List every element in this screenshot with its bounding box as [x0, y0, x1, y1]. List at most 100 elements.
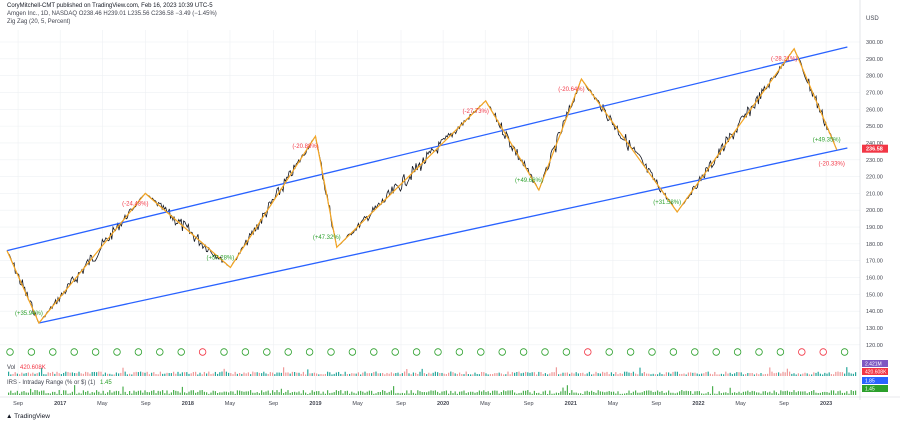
volume-bar: [771, 371, 773, 376]
axis-value-badge: [862, 385, 888, 392]
volume-bar: [38, 372, 40, 376]
volume-bar: [738, 372, 740, 376]
time-tick-label: Sep: [141, 401, 151, 407]
irs-bar: [608, 391, 610, 395]
volume-bar: [254, 372, 256, 376]
volume-bar: [729, 372, 731, 376]
irs-bar: [115, 390, 117, 395]
irs-bar: [280, 388, 282, 395]
volume-bar: [555, 367, 557, 376]
irs-bar: [254, 392, 256, 395]
volume-bar: [694, 372, 696, 376]
volume-bar: [89, 373, 91, 376]
irs-bar: [349, 393, 351, 395]
irs-bar: [58, 390, 60, 395]
volume-bar: [386, 372, 388, 376]
irs-bar: [782, 391, 784, 395]
volume-bar: [188, 373, 190, 376]
zigzag-pct-label: (-28.21%): [771, 57, 797, 63]
irs-bar: [822, 392, 824, 395]
irs-bar: [478, 390, 480, 395]
volume-bar: [492, 374, 494, 376]
irs-bar: [129, 391, 131, 395]
volume-bar: [793, 373, 795, 376]
irs-bar: [547, 393, 549, 395]
volume-bar: [639, 367, 641, 376]
volume-bar: [621, 373, 623, 376]
volume-bar: [747, 373, 749, 376]
volume-bar: [613, 374, 615, 376]
volume-bar: [593, 373, 595, 376]
volume-bar: [595, 371, 597, 376]
volume-bar: [558, 374, 560, 376]
volume-bar: [168, 373, 170, 376]
event-marker-icon: [91, 348, 100, 356]
event-marker-icon: [733, 348, 742, 356]
volume-bar: [162, 373, 164, 376]
time-tick-label: May: [735, 401, 746, 407]
irs-bar: [786, 390, 788, 395]
event-marker-icon: [776, 348, 785, 356]
volume-bar: [56, 371, 58, 376]
irs-bar: [646, 390, 648, 395]
volume-bar: [107, 373, 109, 376]
volume-bar: [263, 371, 265, 376]
irs-bar: [716, 393, 718, 395]
volume-bar: [672, 371, 674, 376]
irs-bar: [797, 391, 799, 395]
volume-bar: [212, 373, 214, 376]
volume-bar: [318, 374, 320, 376]
irs-bar: [617, 391, 619, 395]
price-tick-label: 170.00: [866, 259, 883, 265]
volume-bar: [241, 373, 243, 376]
irs-bar: [811, 391, 813, 395]
irs-bar: [577, 393, 579, 395]
time-axis[interactable]: Sep 2017 May Sep 2018 May Sep 2019 May Sep 2020 May…: [0, 396, 900, 407]
tradingview-logo[interactable]: ▲ TradingView: [6, 413, 50, 420]
irs-bar: [16, 390, 18, 395]
event-marker-icon: [220, 348, 228, 356]
irs-bar: [767, 392, 769, 395]
irs-bar: [199, 390, 201, 395]
volume-bar: [267, 373, 269, 376]
irs-bar: [212, 390, 214, 395]
irs-bar: [639, 392, 641, 395]
volume-bar: [340, 373, 342, 376]
time-tick-label: 2022: [692, 401, 704, 407]
zigzag-pct-label: (+49.66%): [515, 178, 543, 184]
irs-bar: [419, 391, 421, 395]
volume-bar: [753, 374, 755, 376]
irs-bar: [265, 391, 267, 395]
volume-bar: [795, 374, 797, 376]
volume-bar: [668, 372, 670, 376]
irs-bar: [709, 393, 711, 395]
volume-bar: [824, 372, 826, 376]
event-marker-icon: [605, 348, 613, 356]
irs-bar: [38, 391, 40, 395]
event-marker-icon: [712, 348, 720, 356]
irs-bar: [817, 392, 819, 395]
irs-bar: [159, 391, 161, 395]
irs-bar: [111, 392, 113, 395]
irs-bar: [476, 392, 478, 395]
volume-bar: [681, 373, 683, 376]
volume-bar: [272, 372, 274, 376]
zigzag-pct-label: (+49.35%): [813, 138, 841, 144]
irs-bar: [723, 392, 725, 395]
irs-bar: [844, 392, 846, 395]
irs-bar: [289, 392, 291, 395]
volume-bar: [360, 374, 362, 376]
channel-upper-line: [6, 46, 848, 252]
channel-lower-line: [38, 147, 848, 324]
volume-bar: [377, 373, 379, 376]
irs-bar: [637, 392, 639, 395]
price-axis[interactable]: USD 300.00 290.00 280.00 270.00 260.00 250.00 2…: [859, 0, 888, 400]
irs-bar: [151, 390, 153, 395]
volume-bar: [652, 373, 654, 376]
volume-bar: [564, 372, 566, 376]
irs-bar: [650, 390, 652, 395]
irs-bar: [302, 390, 304, 395]
price-tick-label: 120.00: [866, 343, 883, 349]
irs-bar: [487, 391, 489, 395]
